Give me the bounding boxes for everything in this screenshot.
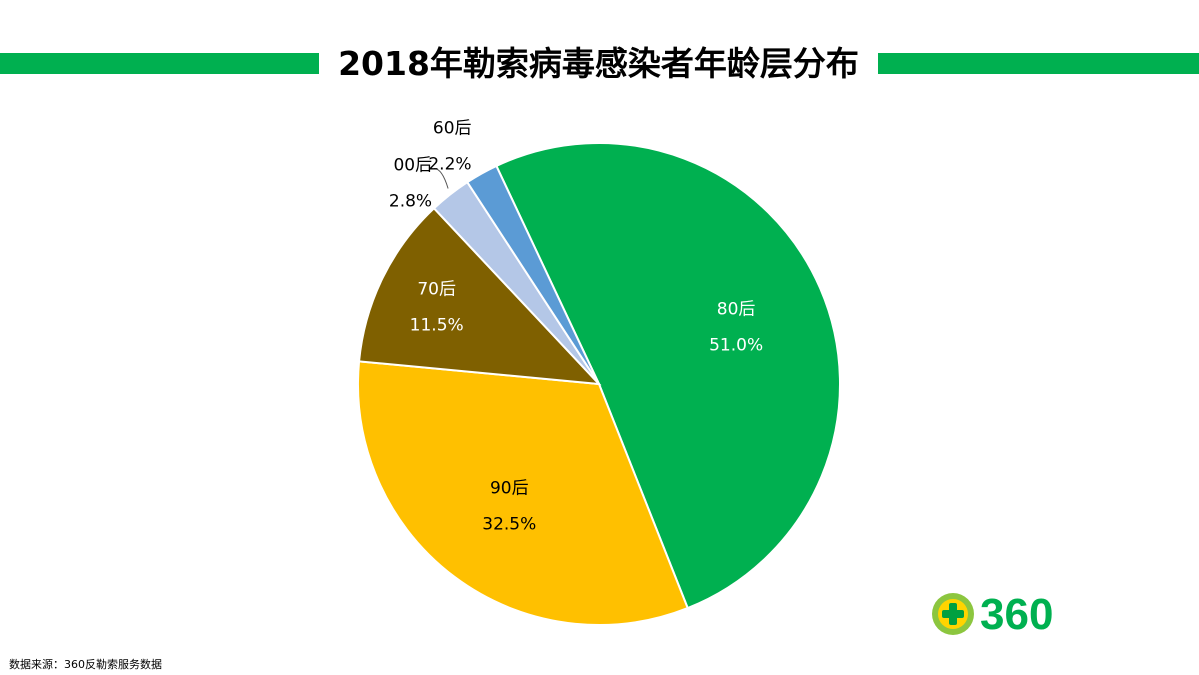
title-bar-left [0, 53, 319, 74]
title-bar-right [878, 53, 1199, 74]
pie-slice-80 [495, 142, 841, 610]
slice-label-60: 60后 [433, 119, 472, 139]
pie-slice-60 [465, 164, 600, 385]
slice-value-00: 2.8% [389, 192, 432, 212]
slice-label-90: 90后 [490, 478, 529, 498]
slice-value-80: 51.0% [709, 336, 763, 356]
slice-label-70: 70后 [417, 279, 456, 299]
data-source-note: 数据来源：360反勒索服务数据 [9, 658, 162, 671]
pie-slice-70 [357, 206, 602, 386]
slice-value-60: 2.2% [428, 155, 471, 175]
slice-value-90: 32.5% [482, 514, 536, 534]
slice-label-80: 80后 [717, 300, 756, 320]
chart-title: 2018年勒索病毒感染者年龄层分布 [338, 44, 859, 83]
leader-line-00 [434, 168, 449, 189]
plus-circle-icon [932, 593, 974, 635]
slice-label-00: 00后 [393, 156, 432, 176]
pie-slice-90 [357, 360, 690, 626]
brand-logo: 360 [928, 586, 1098, 650]
logo-text: 360 [980, 590, 1053, 639]
slice-value-70: 11.5% [410, 315, 464, 335]
